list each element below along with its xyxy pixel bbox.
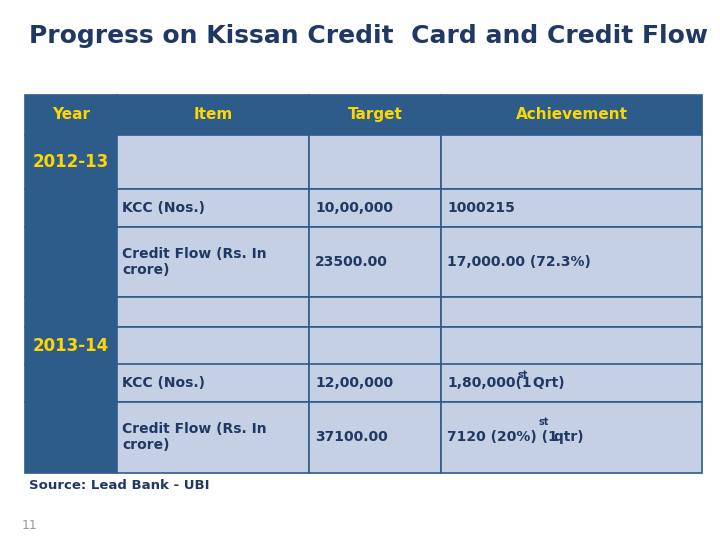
Bar	[441, 135, 702, 189]
Bar	[117, 364, 310, 402]
Text: Source: Lead Bank - UBI: Source: Lead Bank - UBI	[29, 479, 210, 492]
Bar	[441, 327, 702, 364]
Bar	[117, 327, 310, 364]
Text: 12,00,000: 12,00,000	[315, 376, 393, 390]
Bar	[310, 327, 441, 364]
Bar	[441, 364, 702, 402]
Text: 23500.00: 23500.00	[315, 255, 388, 269]
Text: 2013-14: 2013-14	[32, 336, 109, 355]
Bar	[117, 297, 310, 327]
Bar	[310, 402, 441, 472]
Bar	[25, 327, 117, 364]
Text: Item: Item	[194, 107, 233, 122]
Bar	[441, 189, 702, 227]
Text: 11: 11	[22, 519, 37, 532]
Text: qtr): qtr)	[549, 430, 583, 444]
Text: Achievement: Achievement	[516, 107, 628, 122]
Bar	[310, 227, 441, 297]
Bar	[441, 402, 702, 472]
Text: 2012-13: 2012-13	[32, 153, 109, 171]
Bar	[310, 297, 441, 327]
Text: Credit Flow (Rs. In
crore): Credit Flow (Rs. In crore)	[122, 247, 267, 277]
Bar	[25, 402, 117, 472]
Text: st: st	[517, 370, 528, 380]
Text: 7120 (20%) (1: 7120 (20%) (1	[447, 430, 558, 444]
Text: st: st	[538, 417, 549, 427]
Text: 1000215: 1000215	[447, 201, 515, 215]
Bar	[441, 297, 702, 327]
Bar	[310, 364, 441, 402]
Bar	[25, 364, 117, 402]
Bar	[117, 189, 310, 227]
Bar	[117, 227, 310, 297]
Text: 10,00,000: 10,00,000	[315, 201, 393, 215]
Text: KCC (Nos.): KCC (Nos.)	[122, 376, 205, 390]
Text: Progress on Kissan Credit  Card and Credit Flow: Progress on Kissan Credit Card and Credi…	[29, 24, 708, 48]
Text: 37100.00: 37100.00	[315, 430, 388, 444]
Text: Credit Flow (Rs. In
crore): Credit Flow (Rs. In crore)	[122, 422, 267, 453]
Bar	[25, 297, 117, 327]
Bar	[117, 94, 310, 135]
Bar	[310, 135, 441, 189]
Bar	[117, 135, 310, 189]
Text: Year: Year	[52, 107, 90, 122]
Bar	[117, 402, 310, 472]
Bar	[25, 135, 117, 189]
Bar	[25, 189, 117, 227]
Text: KCC (Nos.): KCC (Nos.)	[122, 201, 205, 215]
Text: 1,80,000(1: 1,80,000(1	[447, 376, 532, 390]
Text: Target: Target	[348, 107, 403, 122]
Text: Qrt): Qrt)	[528, 376, 564, 390]
Bar	[310, 189, 441, 227]
Bar	[441, 227, 702, 297]
Bar	[25, 94, 117, 135]
Bar	[25, 227, 117, 297]
Bar	[441, 94, 702, 135]
Text: 17,000.00 (72.3%): 17,000.00 (72.3%)	[447, 255, 591, 269]
Bar	[310, 94, 441, 135]
